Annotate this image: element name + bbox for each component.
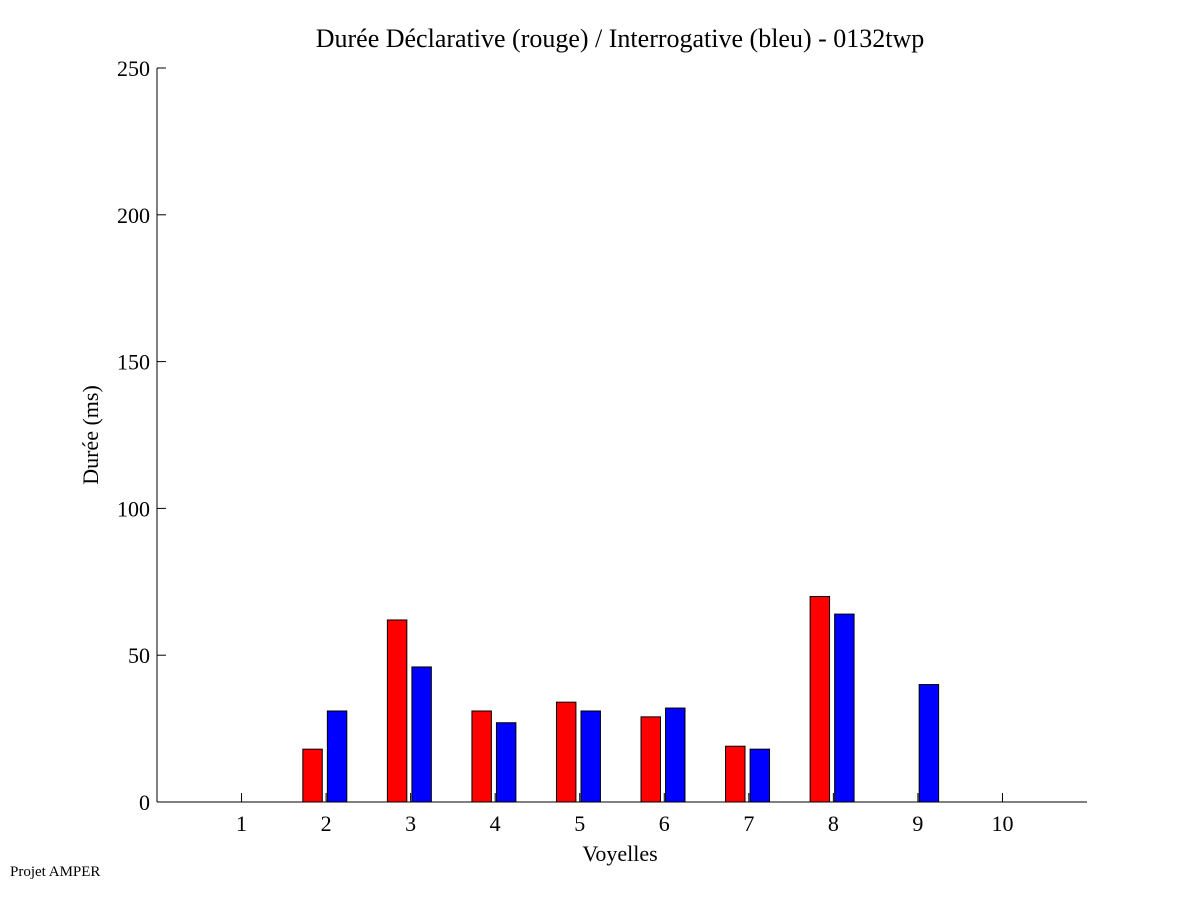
bar — [471, 710, 492, 803]
bar — [725, 745, 746, 803]
y-tick-labels: 0 50 100 150 200 250 — [117, 56, 150, 815]
y-tick-label: 250 — [117, 56, 150, 81]
y-tick-label: 100 — [117, 496, 150, 521]
x-tick-label: 4 — [490, 811, 501, 836]
bar — [640, 716, 661, 803]
x-tick-label: 8 — [828, 811, 839, 836]
bar — [918, 684, 940, 803]
bar — [495, 722, 517, 803]
y-axis-label: Durée (ms) — [78, 385, 103, 485]
bar — [580, 710, 601, 803]
x-tick-label: 1 — [236, 811, 247, 836]
x-tick-label: 10 — [991, 811, 1013, 836]
bar — [809, 595, 831, 803]
x-tick-label: 6 — [659, 811, 670, 836]
bar — [555, 701, 577, 803]
x-tick-label: 3 — [405, 811, 416, 836]
x-tick-label: 9 — [912, 811, 923, 836]
x-axis-label: Voyelles — [582, 841, 657, 866]
bar — [834, 613, 855, 803]
chart-title: Durée Déclarative (rouge) / Interrogativ… — [316, 24, 925, 53]
y-tick-label: 0 — [139, 790, 150, 815]
y-tick-label: 50 — [128, 643, 150, 668]
bar — [749, 748, 771, 803]
x-tick-label: 7 — [743, 811, 754, 836]
bar — [302, 748, 323, 803]
y-tick-label: 200 — [117, 203, 150, 228]
footer-credit: Projet AMPER — [10, 864, 101, 880]
bar — [386, 619, 408, 803]
x-tick-label: 5 — [574, 811, 585, 836]
bar — [411, 666, 432, 803]
chart-bars — [302, 595, 940, 803]
bar — [326, 710, 348, 803]
chart-axes — [156, 67, 1087, 803]
bar — [665, 707, 686, 803]
x-tick-labels: 1 2 3 4 5 6 7 8 9 10 — [236, 811, 1013, 836]
x-tick-label: 2 — [321, 811, 332, 836]
y-tick-label: 150 — [117, 350, 150, 375]
